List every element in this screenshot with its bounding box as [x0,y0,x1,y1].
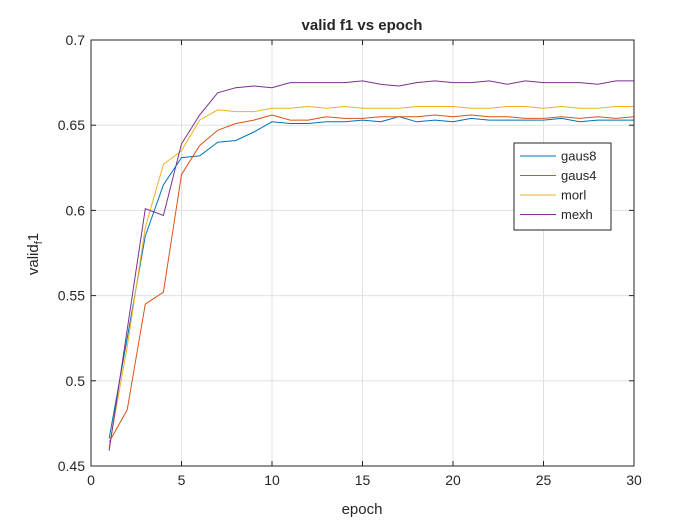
x-tick-label: 20 [445,472,461,488]
chart-title: valid f1 vs epoch [302,17,423,34]
x-axis-label: epoch [342,501,383,518]
axes-layer [90,39,635,467]
tick-labels: 0 5 10 15 20 25 30 0.45 0.5 0.55 0.6 0.65 0.7 [58,32,642,488]
legend-label-morl: morl [561,188,586,203]
x-tick-label: 0 [87,472,95,488]
y-axis-label-main: valid [25,244,42,275]
legend-label-gaus4: gaus4 [561,168,596,183]
series-line-mexh [108,80,634,451]
y-axis-label-suffix: 1 [25,233,42,241]
legend: gaus8 gaus4 morl mexh [513,142,612,231]
series-line-gaus4 [108,114,635,443]
y-tick-label: 0.7 [66,32,86,48]
x-tick-label: 30 [626,472,642,488]
y-tick-label: 0.45 [58,458,85,474]
x-tick-label: 15 [355,472,371,488]
legend-box [513,142,612,231]
x-tick-label: 25 [536,472,552,488]
y-axis-label: validf1 [25,233,45,275]
legend-label-gaus8: gaus8 [561,149,596,164]
y-tick-label: 0.6 [66,202,86,218]
x-tick-label: 5 [178,472,186,488]
legend-label-mexh: mexh [561,207,593,222]
series-line-morl [108,105,634,448]
y-tick-label: 0.65 [58,117,85,133]
y-axis-label-subscript: f [33,240,45,244]
grid-layer [91,40,634,466]
series-line-gaus8 [108,116,634,439]
x-tick-label: 10 [264,472,280,488]
series-layer [108,80,635,451]
y-tick-label: 0.5 [66,373,86,389]
y-tick-label: 0.55 [58,288,85,304]
